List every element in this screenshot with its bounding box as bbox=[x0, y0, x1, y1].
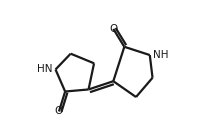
Text: NH: NH bbox=[153, 50, 168, 60]
Text: O: O bbox=[109, 24, 117, 34]
Text: HN: HN bbox=[37, 64, 53, 75]
Text: O: O bbox=[55, 106, 63, 116]
